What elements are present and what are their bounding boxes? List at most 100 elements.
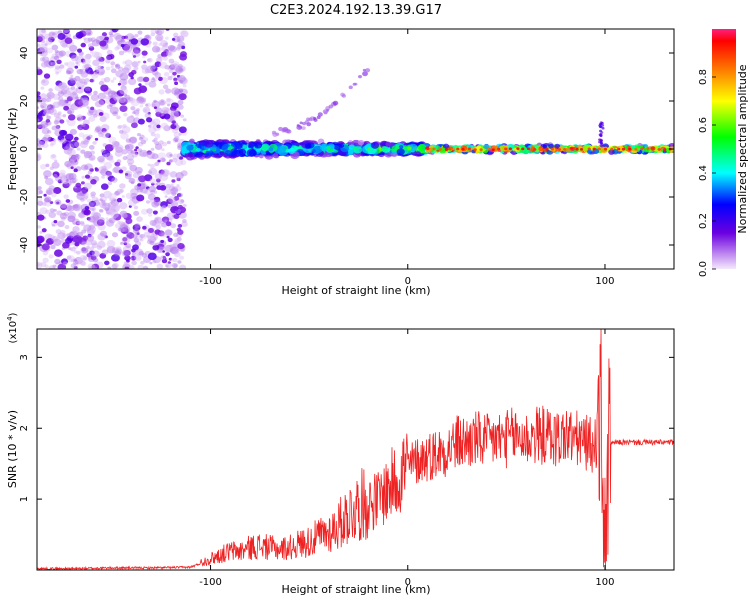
spectrogram-cell [108,217,116,224]
spectrogram-cell [139,134,145,140]
snr-x-tick-label: -100 [199,577,222,588]
snr-series-line [37,329,674,570]
spectrogram-cell [70,77,77,84]
spectrogram-cell [105,66,111,71]
spectrogram-cell [59,119,65,124]
spectrogram-cell [112,208,116,212]
spectrogram-cell [161,106,170,114]
spectrogram-cell [97,92,106,100]
spectrogram-cell [187,152,193,158]
spectrogram-cell [640,147,644,151]
spectrogram-cell [167,44,176,51]
snr-y-tick-label: 1 [19,496,30,502]
spectrogram-cell [72,160,79,166]
spectrogram-x-tick-label: 100 [595,276,614,287]
spectrogram-y-tick-label: -40 [19,237,30,253]
spectrogram-cell [136,216,143,222]
spectrogram-cell [70,263,77,269]
spectrogram-cell [114,190,121,196]
spectrogram-cell [157,76,163,81]
spectrogram-cell [177,192,183,198]
spectrogram-cell [37,261,43,269]
spectrogram-cell [84,29,93,37]
spectrogram-cell [70,231,74,235]
spectrogram-cell [167,76,173,81]
spectrogram-cell [89,224,96,230]
spectrogram-cell [51,236,59,243]
spectrogram-cell [177,99,184,105]
spectrogram-cell [101,199,106,204]
spectrogram-cell [80,42,86,48]
spectrogram-cell [80,71,89,78]
spectrogram-cell [575,147,579,151]
spectrogram-cell [538,147,543,151]
spectrogram-cell [38,190,44,195]
spectrogram-cell [114,46,120,51]
spectrogram-cell [64,160,72,168]
snr-y-axis-label: SNR (10 * v/v) [6,410,19,488]
spectrogram-cell [50,140,56,146]
spectrogram-cell [48,254,54,259]
spectrogram-cell [85,239,93,246]
spectrogram-cell [98,111,104,116]
spectrogram-cell [473,148,477,151]
spectrogram-cell [49,201,54,205]
spectrogram-cell [130,99,140,107]
spectrogram-cell [94,51,103,59]
spectrogram-cell [121,148,128,155]
spectrogram-cell [170,187,179,195]
spectrogram-cell [526,147,531,151]
spectrogram-cell [118,227,125,233]
spectrogram-cell [76,147,81,151]
spectrogram-cell [598,125,602,129]
spectrogram-cell [104,207,110,212]
spectrogram-y-ticks: -40 -20 0 20 40 [19,47,674,253]
spectrogram-cell [95,111,99,114]
spectrogram-cell [73,136,79,141]
spectrogram-cell [171,37,176,41]
spectrogram-cell [160,255,166,260]
spectrogram-cell [161,141,168,147]
spectrogram-cell [288,148,296,154]
spectrogram-cell [54,199,62,206]
spectrogram-cell [125,138,131,143]
spectrogram-cell [50,61,57,67]
spectrogram-cell [76,114,84,121]
spectrogram-cell [123,261,131,267]
spectrogram-cell [521,147,525,151]
spectrogram-cell [147,58,151,62]
spectrogram-cell [52,138,57,142]
spectrogram-cell [165,88,172,94]
spectrogram-cell [105,58,111,64]
spectrogram-cell [73,168,78,173]
spectrogram-cell [152,210,158,215]
spectrogram-cell [70,246,76,252]
spectrogram-cell [147,193,156,201]
spectrogram-cell [98,56,105,63]
spectrogram-cell [75,61,79,65]
spectrogram-cell [77,48,83,53]
spectrogram-cell [115,246,122,252]
spectrogram-cell [162,42,168,48]
spectrogram-cell [98,81,104,86]
spectrogram-cell [64,225,70,230]
spectrogram-cell [169,64,176,70]
spectrogram-cell [85,152,91,157]
spectrogram-cell [88,215,96,223]
spectrogram-cell [83,165,89,170]
spectrogram-cell [41,29,46,33]
spectrogram-cell [98,158,106,164]
spectrogram-cell [41,228,47,233]
spectrogram-cell [338,143,345,148]
spectrogram-cell [89,168,94,172]
spectrogram-cell [160,51,168,58]
spectrogram-cell [48,265,56,269]
spectrogram-cell [45,39,53,45]
spectrogram-cell [122,213,128,219]
spectrogram-cell [115,34,125,43]
spectrogram-cell [130,181,135,185]
spectrogram-cell [81,97,90,104]
spectrogram-cell [166,235,170,239]
spectrogram-cell [37,68,43,76]
spectrogram-cell [59,64,65,69]
